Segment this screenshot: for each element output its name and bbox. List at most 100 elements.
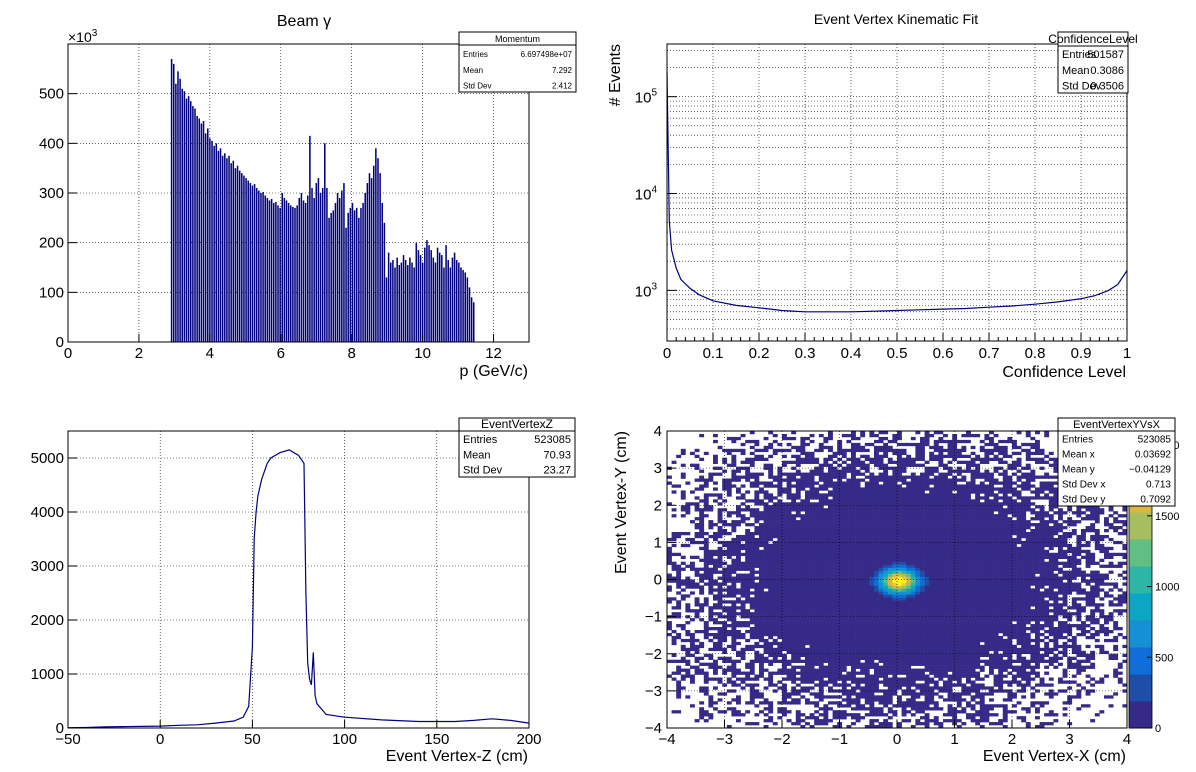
heatmap-cell — [874, 591, 879, 595]
heatmap-cell — [956, 555, 962, 560]
heatmap-cell — [929, 603, 935, 607]
heatmap-cell — [671, 564, 677, 568]
heatmap-cell — [920, 692, 925, 696]
heatmap-cell — [874, 457, 879, 461]
heatmap-cell — [699, 514, 705, 518]
heatmap-cell — [874, 579, 879, 583]
heatmap-cell — [952, 594, 958, 598]
heatmap-cell — [814, 534, 820, 539]
heatmap-cell — [846, 561, 852, 565]
heatmap-cell — [786, 540, 792, 545]
heatmap-cell — [947, 638, 953, 643]
heatmap-cell — [713, 433, 718, 438]
heatmap-cell — [947, 555, 953, 560]
heatmap-cell — [699, 716, 705, 720]
heatmap-cell — [694, 659, 700, 663]
heatmap-cell — [731, 647, 737, 652]
heatmap-cell — [782, 454, 787, 459]
heatmap-cell — [841, 505, 847, 509]
heatmap-cell — [805, 558, 810, 562]
heatmap-cell — [892, 502, 898, 506]
heatmap-cell — [740, 653, 746, 658]
heatmap-cell — [956, 701, 962, 705]
heatmap-cell — [818, 505, 824, 509]
heatmap-cell — [772, 722, 778, 726]
heatmap-cell — [938, 451, 944, 456]
heatmap-cell — [920, 448, 925, 453]
heatmap-cell — [680, 659, 686, 663]
heatmap-cell — [906, 671, 912, 675]
heatmap-cell — [887, 511, 893, 515]
heatmap-cell — [814, 612, 820, 616]
heatmap-cell — [772, 585, 778, 589]
heatmap-cell — [777, 499, 783, 503]
heatmap-cell — [883, 484, 889, 488]
heatmap-cell — [860, 445, 866, 450]
heatmap-cell — [956, 671, 962, 675]
bar — [404, 260, 407, 342]
heatmap-cell — [690, 579, 695, 583]
heatmap-cell — [851, 463, 856, 467]
heatmap-cell — [685, 671, 691, 675]
heatmap-cell — [768, 716, 774, 720]
heatmap-cell — [800, 475, 806, 479]
heatmap-cell — [892, 496, 898, 500]
heatmap-cell — [860, 531, 866, 536]
heatmap-cell — [943, 523, 948, 527]
heatmap-cell — [814, 460, 820, 464]
heatmap-cell — [772, 534, 778, 539]
heatmap-cell — [956, 677, 962, 681]
heatmap-cell — [846, 656, 852, 660]
heatmap-cell — [786, 484, 792, 488]
heatmap-cell — [943, 653, 948, 658]
heatmap-cell — [786, 659, 792, 663]
heatmap-cell — [883, 549, 889, 554]
heatmap-cell — [915, 576, 921, 580]
heatmap-cell — [901, 659, 907, 663]
heatmap-cell — [795, 564, 801, 568]
heatmap-cell — [791, 496, 797, 500]
heatmap-cell — [961, 555, 967, 560]
heatmap-cell — [906, 555, 912, 560]
heatmap-cell — [731, 609, 737, 613]
heatmap-cell — [956, 585, 962, 589]
heatmap-cell — [878, 511, 884, 515]
heatmap-cell — [864, 531, 870, 536]
heatmap-cell — [800, 546, 806, 551]
heatmap-cell — [837, 606, 843, 610]
heatmap-cell — [759, 573, 764, 577]
heatmap-cell — [943, 529, 948, 533]
heatmap-cell — [901, 668, 907, 672]
heatmap-cell — [846, 496, 852, 500]
heatmap-cell — [795, 665, 801, 669]
heatmap-cell — [929, 526, 935, 530]
heatmap-cell — [782, 546, 787, 551]
heatmap-cell — [736, 668, 741, 672]
heatmap-cell — [887, 650, 893, 655]
heatmap-cell — [786, 546, 792, 551]
heatmap-cell — [947, 558, 953, 562]
heatmap-cell — [887, 543, 893, 548]
heatmap-cell — [929, 564, 935, 568]
heatmap-cell — [759, 588, 764, 592]
heatmap-cell — [731, 668, 737, 672]
heatmap-cell — [933, 490, 939, 494]
heatmap-cell — [772, 683, 778, 687]
heatmap-cell — [745, 594, 751, 598]
heatmap-cell — [920, 704, 925, 708]
heatmap-cell — [952, 448, 958, 453]
heatmap-cell — [828, 665, 833, 669]
heatmap-cell — [846, 517, 852, 521]
heatmap-cell — [938, 662, 944, 666]
heatmap-cell — [699, 567, 705, 571]
heatmap-cell — [920, 600, 925, 604]
heatmap-cell — [763, 490, 769, 494]
bar — [260, 193, 262, 342]
heatmap-cell — [869, 493, 875, 497]
heatmap-cell — [777, 540, 783, 545]
heatmap-cell — [717, 520, 723, 524]
heatmap-cell — [676, 579, 682, 583]
heatmap-cell — [846, 629, 852, 634]
heatmap-cell — [832, 716, 838, 720]
heatmap-cell — [703, 531, 709, 536]
